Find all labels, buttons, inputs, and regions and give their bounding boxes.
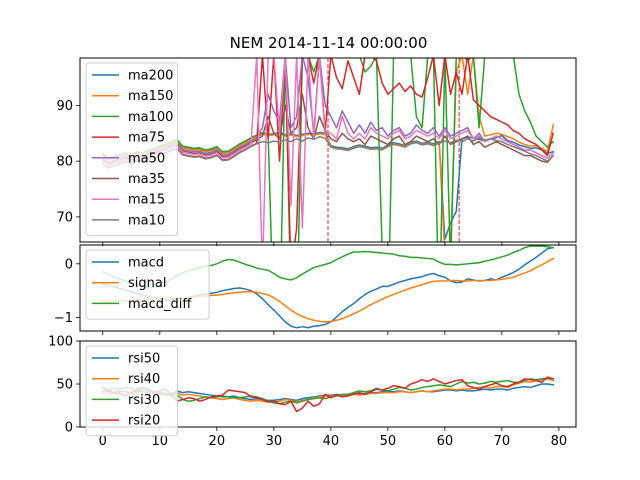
legend-label-ma50: ma50 (128, 151, 165, 166)
xtick-label-70: 70 (494, 434, 511, 449)
legend-label-ma100: ma100 (128, 110, 173, 125)
ytick-label-ma-80: 80 (56, 155, 73, 170)
xtick-label-60: 60 (437, 434, 454, 449)
ytick-label-macd--1: −1 (54, 311, 73, 326)
legend-label-rsi40: rsi40 (128, 372, 160, 387)
legend-label-macd: macd (128, 256, 164, 271)
ytick-label-macd-0: 0 (65, 257, 73, 272)
legend-label-ma10: ma10 (128, 213, 165, 228)
xtick-label-20: 20 (209, 434, 226, 449)
xtick-label-30: 30 (266, 434, 283, 449)
legend-label-rsi30: rsi30 (128, 393, 160, 408)
legend-label-macd_diff: macd_diff (128, 297, 192, 312)
xtick-label-50: 50 (380, 434, 397, 449)
legend-label-ma200: ma200 (128, 69, 173, 84)
ytick-label-rsi-100: 100 (48, 335, 73, 350)
legend-ma: ma200 ma150 ma100 ma75 ma50 ma35 ma15 ma10 (86, 63, 178, 236)
ytick-label-rsi-50: 50 (56, 378, 73, 393)
legend-label-ma150: ma150 (128, 89, 173, 104)
ytick-label-ma-90: 90 (56, 99, 73, 114)
legend-macd: macd signal macd_diff (86, 250, 209, 319)
chart-title: NEM 2014-11-14 00:00:00 (230, 34, 428, 52)
xtick-label-40: 40 (323, 434, 340, 449)
legend-label-ma35: ma35 (128, 172, 165, 187)
legend-label-rsi50: rsi50 (128, 352, 160, 367)
xtick-label-80: 80 (551, 434, 568, 449)
legend-label-ma15: ma15 (128, 193, 165, 208)
legend-label-rsi20: rsi20 (128, 414, 160, 429)
legend-label-signal: signal (128, 276, 166, 291)
ytick-label-ma-70: 70 (56, 210, 73, 225)
panel-macd: −1 0 macd signal macd_diff (54, 245, 576, 335)
ytick-label-rsi-0: 0 (65, 421, 73, 436)
legend-label-ma75: ma75 (128, 131, 165, 146)
legend-rsi: rsi50 rsi40 rsi30 rsi20 (86, 346, 178, 436)
